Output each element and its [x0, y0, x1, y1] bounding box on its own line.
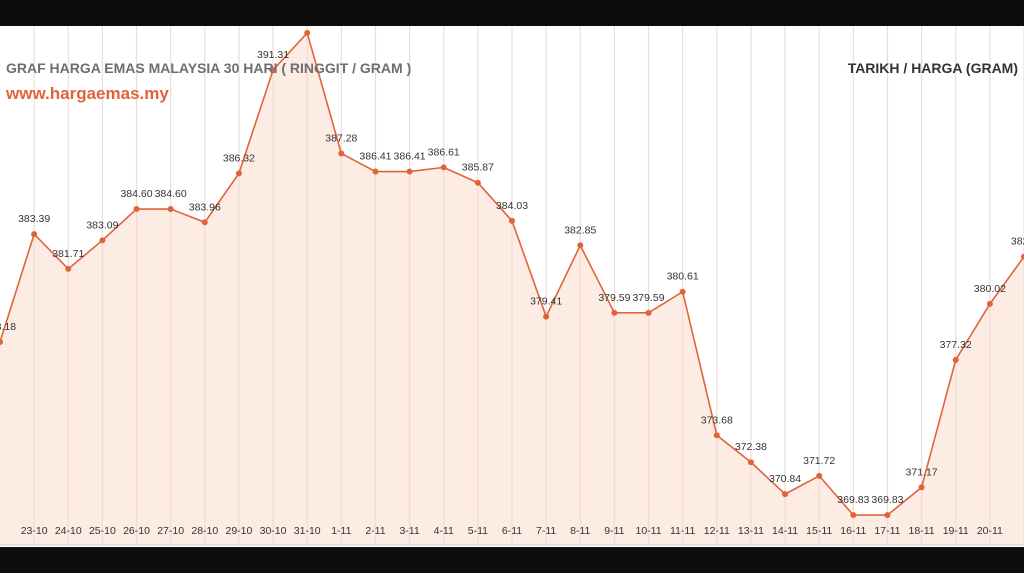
data-point: [1021, 253, 1024, 260]
legend-label: TARIKH / HARGA (GRAM): [847, 60, 1018, 76]
x-tick-label: 28-10: [191, 525, 218, 537]
x-tick-label: 26-10: [123, 525, 150, 537]
data-label: 369.83: [837, 494, 869, 506]
x-tick-label: 30-10: [260, 525, 287, 537]
data-label: 379.59: [632, 292, 664, 304]
data-point: [406, 168, 413, 175]
x-tick-label: 15-11: [806, 525, 832, 537]
x-tick-label: 5-11: [468, 525, 488, 537]
data-point: [611, 309, 618, 316]
data-point: [235, 170, 242, 177]
x-tick-label: 17-11: [874, 525, 900, 537]
data-label: 387.28: [325, 133, 357, 145]
x-tick-label: 11-11: [670, 525, 695, 537]
data-label: 391.31: [257, 49, 289, 61]
data-label: 383.39: [18, 213, 50, 225]
x-tick-label: 10-11: [635, 525, 661, 537]
data-label: 384.60: [120, 188, 152, 200]
data-label: 379.59: [598, 292, 630, 304]
data-point: [986, 300, 993, 307]
gold-price-chart: 378.18 383.39 23-10 381.71 24-10 383.09 25-10 3…: [0, 26, 1024, 547]
data-label: 373.68: [701, 414, 733, 426]
data-label: 371.17: [906, 466, 938, 478]
x-tick-label: 14-11: [772, 525, 798, 537]
chart-svg: 378.18 383.39 23-10 381.71 24-10 383.09 25-10 3…: [0, 26, 1024, 546]
data-label: 386.32: [223, 152, 255, 164]
data-label: 386.41: [394, 151, 426, 163]
x-tick-label: 2-11: [365, 525, 385, 537]
data-point: [782, 491, 789, 498]
data-label: 382.85: [564, 224, 596, 236]
data-point: [304, 29, 311, 36]
data-point: [31, 231, 38, 238]
data-point: [372, 168, 379, 175]
x-tick-label: 19-11: [943, 525, 969, 537]
data-point: [577, 242, 584, 249]
x-tick-label: 25-10: [89, 525, 116, 537]
data-point: [918, 484, 925, 491]
data-label: 382.3: [1011, 236, 1024, 248]
data-label: 377.32: [940, 339, 972, 351]
x-tick-label: 24-10: [55, 525, 82, 537]
data-point: [952, 356, 959, 363]
data-point: [850, 512, 857, 519]
data-point: [645, 309, 652, 316]
data-label: 379.41: [530, 296, 562, 308]
x-tick-label: 7-11: [536, 525, 556, 537]
data-label: 383.09: [86, 219, 118, 231]
chart-title: GRAF HARGA EMAS MALAYSIA 30 HARI ( RINGG…: [6, 60, 412, 76]
x-tick-label: 1-11: [331, 525, 351, 537]
data-point: [713, 432, 720, 439]
data-label: 369.83: [871, 494, 903, 506]
data-label: 384.60: [155, 188, 187, 200]
x-tick-label: 8-11: [570, 525, 590, 537]
data-label: 370.84: [769, 473, 801, 485]
data-label: 384.03: [496, 200, 528, 212]
data-label: 386.61: [428, 146, 460, 158]
data-point: [543, 313, 550, 320]
data-point: [65, 265, 72, 272]
data-label: 385.87: [462, 162, 494, 174]
x-tick-label: 3-11: [399, 525, 419, 537]
data-label: 380.02: [974, 283, 1006, 295]
x-tick-label: 12-11: [704, 525, 730, 537]
x-tick-label: 29-10: [226, 525, 253, 537]
x-tick-label: 6-11: [502, 525, 522, 537]
data-label: 372.38: [735, 441, 767, 453]
data-point: [884, 512, 891, 519]
data-point: [201, 219, 208, 226]
x-tick-label: 18-11: [909, 525, 935, 537]
x-tick-label: 9-11: [604, 525, 624, 537]
data-point: [0, 339, 3, 346]
x-tick-label: 13-11: [738, 525, 764, 537]
data-label: 378.18: [0, 321, 16, 333]
data-point: [816, 472, 823, 479]
data-point: [338, 150, 345, 157]
x-tick-label: 23-10: [21, 525, 48, 537]
data-point: [440, 164, 447, 171]
data-point: [167, 206, 174, 213]
data-label: 383.96: [189, 201, 221, 213]
x-tick-label: 20-11: [977, 525, 1003, 537]
x-tick-label: 31-10: [294, 525, 321, 537]
data-label: 371.72: [803, 455, 835, 467]
website-link[interactable]: www.hargaemas.my: [6, 84, 169, 103]
x-tick-label: 27-10: [157, 525, 184, 537]
x-tick-label: 16-11: [840, 525, 866, 537]
data-point: [747, 459, 754, 466]
data-point: [679, 288, 686, 295]
x-tick-label: 4-11: [434, 525, 454, 537]
data-label: 386.41: [359, 151, 391, 163]
data-point: [270, 67, 277, 73]
data-point: [99, 237, 106, 244]
data-label: 380.61: [667, 271, 699, 283]
data-point: [133, 206, 140, 213]
data-point: [509, 217, 515, 224]
data-point: [474, 179, 481, 186]
data-label: 381.71: [52, 248, 84, 260]
